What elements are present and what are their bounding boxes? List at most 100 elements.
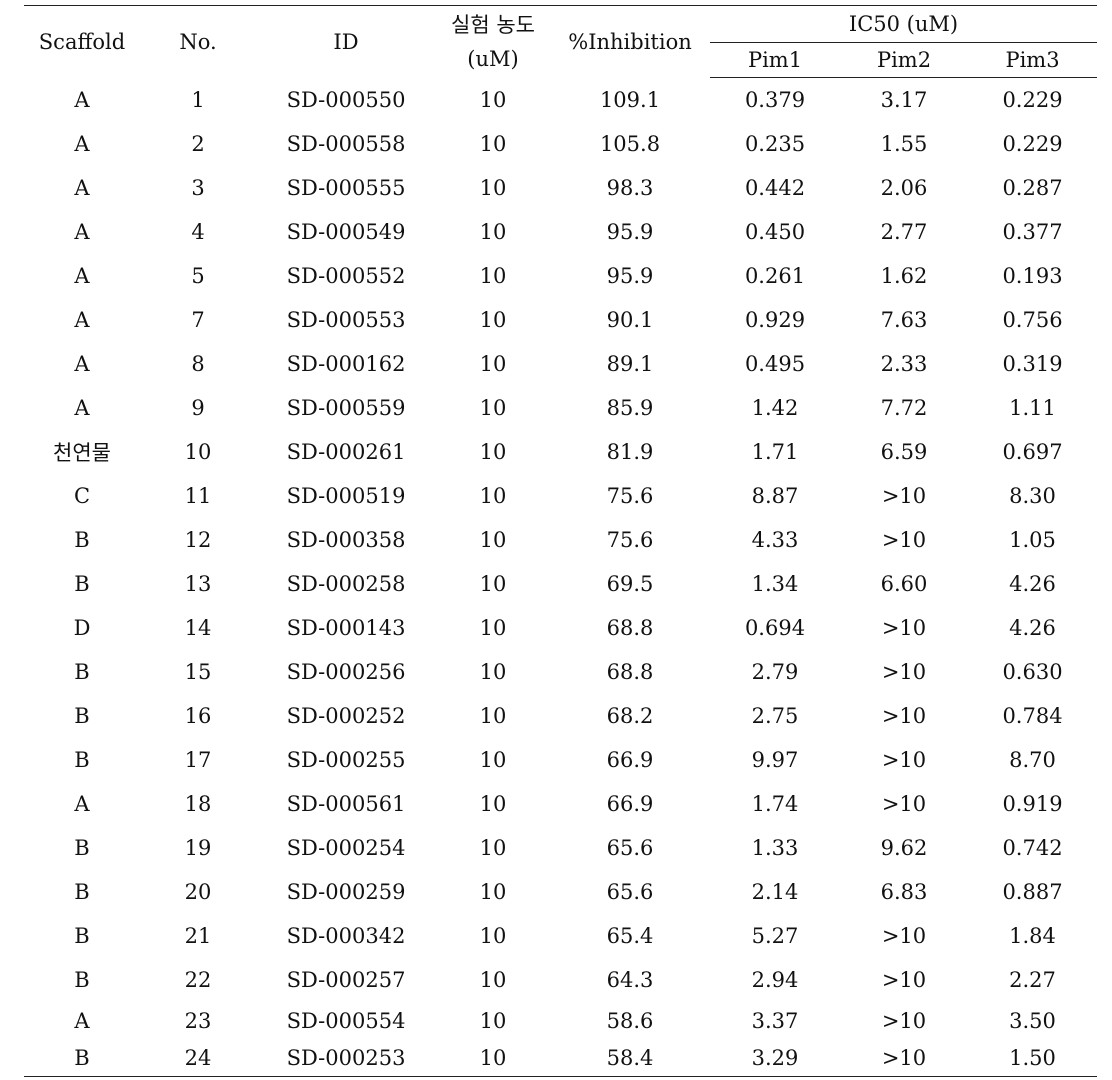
cell-inhibition: 109.1 [599, 87, 661, 112]
cell-inhibition: 65.4 [606, 924, 654, 948]
cell-pim3: 1.50 [968, 1039, 1098, 1077]
cell-scaffold: A [74, 396, 90, 420]
cell-conc: 10 [479, 87, 507, 112]
cell-inhibition: 90.1 [606, 308, 654, 332]
cell-conc: 10 [479, 176, 507, 200]
cell-pim1: 2.14 [751, 880, 799, 904]
cell-conc: 10 [479, 572, 507, 596]
table-row: A 23 SD-000554 10 58.6 3.37 >10 3.50 [24, 1002, 1097, 1039]
cell-conc: 10 [479, 924, 507, 948]
cell-pim2: 1.62 [880, 264, 928, 288]
cell-id: SD-000342 [286, 924, 406, 948]
table-row: B 22 SD-000257 10 64.3 2.94 >10 2.27 [24, 958, 1097, 1002]
table-row: 천연물 10 SD-000261 10 81.9 1.71 6.59 0.697 [24, 430, 1097, 474]
header-no: No. [140, 5, 256, 78]
cell-id: SD-000258 [286, 572, 406, 596]
table-row: B 13 SD-000258 10 69.5 1.34 6.60 4.26 [24, 562, 1097, 606]
cell-pim3: 3.50 [1009, 1008, 1056, 1033]
cell-no: 17 [184, 748, 212, 772]
cell-pim1: 2.75 [751, 704, 799, 728]
cell-pim2: >10 [881, 484, 927, 508]
cell-pim1: 1.71 [751, 440, 799, 464]
cell-scaffold: B [74, 528, 90, 552]
cell-pim3: 0.742 [1002, 836, 1063, 860]
table-row: A 4 SD-000549 10 95.9 0.450 2.77 0.377 [24, 210, 1097, 254]
cell-no: 2 [191, 132, 205, 156]
cell-inhibition: 105.8 [599, 132, 661, 156]
cell-pim2: 9.62 [880, 836, 928, 860]
cell-pim1: 0.235 [744, 132, 806, 156]
table-row: A 8 SD-000162 10 89.1 0.495 2.33 0.319 [24, 342, 1097, 386]
cell-no: 18 [184, 792, 212, 816]
cell-pim2: 7.63 [880, 308, 928, 332]
cell-no: 1 [191, 87, 205, 112]
cell-conc: 10 [479, 880, 507, 904]
table-row: D 14 SD-000143 10 68.8 0.694 >10 4.26 [24, 606, 1097, 650]
cell-pim3: 0.229 [1002, 88, 1063, 112]
cell-pim2: 2.06 [880, 176, 928, 200]
cell-no: 4 [191, 220, 205, 244]
cell-id: SD-000554 [286, 1008, 406, 1033]
cell-no: 22 [184, 968, 212, 992]
cell-conc: 10 [479, 132, 507, 156]
table-row: A 18 SD-000561 10 66.9 1.74 >10 0.919 [24, 782, 1097, 826]
cell-pim3: 0.193 [1002, 264, 1063, 288]
cell-id: SD-000257 [286, 968, 406, 992]
cell-inhibition: 68.8 [606, 616, 654, 640]
cell-conc: 10 [479, 308, 507, 332]
cell-inhibition: 65.6 [606, 836, 654, 860]
cell-no: 16 [184, 704, 212, 728]
cell-pim1: 4.33 [751, 528, 799, 552]
cell-inhibition: 95.9 [606, 264, 654, 288]
cell-inhibition: 89.1 [606, 352, 654, 376]
cell-id: SD-000255 [286, 748, 406, 772]
cell-id: SD-000553 [286, 308, 406, 332]
cell-conc: 10 [479, 968, 507, 992]
cell-id: SD-000558 [286, 132, 406, 156]
cell-pim3: 0.229 [1002, 132, 1063, 156]
cell-pim2: >10 [881, 924, 927, 948]
header-concentration-line1: 실험 농도 [451, 12, 535, 37]
cell-inhibition: 95.9 [606, 220, 654, 244]
cell-conc: 10 [479, 264, 507, 288]
cell-pim2: >10 [881, 528, 927, 552]
cell-no: 13 [184, 572, 212, 596]
table-row: B 15 SD-000256 10 68.8 2.79 >10 0.630 [24, 650, 1097, 694]
cell-pim1: 0.694 [744, 616, 806, 640]
cell-inhibition: 58.4 [550, 1039, 710, 1077]
cell-conc: 10 [479, 836, 507, 860]
cell-id: SD-000550 [286, 87, 406, 112]
cell-id: SD-000143 [286, 616, 406, 640]
cell-pim1: 0.261 [744, 264, 806, 288]
cell-pim1: 1.74 [751, 792, 799, 816]
cell-scaffold: B [74, 968, 90, 992]
cell-scaffold: A [74, 87, 90, 112]
cell-inhibition: 68.8 [606, 660, 654, 684]
table-row: B 21 SD-000342 10 65.4 5.27 >10 1.84 [24, 914, 1097, 958]
cell-no: 20 [184, 880, 212, 904]
cell-scaffold: A [74, 308, 90, 332]
cell-scaffold: B [24, 1039, 140, 1077]
cell-pim3: 1.11 [1009, 396, 1056, 420]
cell-pim2: >10 [881, 792, 927, 816]
cell-conc: 10 [479, 396, 507, 420]
cell-pim1: 1.34 [751, 572, 799, 596]
cell-pim3: 4.26 [1009, 572, 1056, 596]
cell-scaffold: C [73, 484, 91, 508]
cell-pim1: 0.379 [744, 88, 806, 112]
cell-pim2: 6.60 [880, 572, 928, 596]
cell-inhibition: 69.5 [606, 572, 654, 596]
cell-no: 12 [184, 528, 212, 552]
table-row: C 11 SD-000519 10 75.6 8.87 >10 8.30 [24, 474, 1097, 518]
cell-pim1: 3.37 [751, 1008, 799, 1033]
cell-conc: 10 [479, 484, 507, 508]
cell-id: SD-000552 [286, 264, 406, 288]
cell-inhibition: 58.6 [606, 1008, 654, 1033]
cell-inhibition: 81.9 [606, 440, 654, 464]
ic50-results-table: Scaffold No. ID 실험 농도 (uM) %Inhibition I… [24, 5, 1098, 1077]
table-row: A 1 SD-000550 10 109.1 0.379 3.17 0.229 [24, 78, 1097, 123]
cell-inhibition: 75.6 [606, 528, 654, 552]
cell-id: SD-000254 [286, 836, 406, 860]
cell-pim3: 1.05 [1009, 528, 1056, 552]
cell-scaffold: A [74, 352, 90, 376]
